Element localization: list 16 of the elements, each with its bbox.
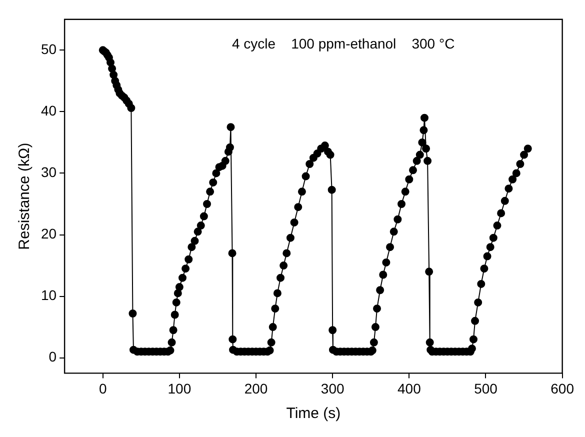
y-tick-label: 10 bbox=[40, 287, 57, 304]
y-tick-label: 30 bbox=[40, 164, 57, 180]
x-tick-label: 600 bbox=[550, 380, 574, 396]
x-tick-label: 500 bbox=[474, 380, 498, 396]
y-tick-label: 20 bbox=[40, 226, 57, 242]
y-tick-label: 40 bbox=[40, 102, 57, 119]
x-axis-title: Time (s) bbox=[286, 405, 341, 422]
y-axis-title: Resistance (kΩ) bbox=[16, 142, 34, 250]
y-tick-label: 0 bbox=[48, 348, 57, 365]
y-tick-label: 50 bbox=[40, 41, 57, 58]
x-tick-label: 400 bbox=[397, 380, 422, 396]
x-tick-label: 300 bbox=[320, 380, 344, 396]
x-tick-label: 200 bbox=[244, 380, 268, 396]
annotation: 4 cycle 100 ppm-ethanol 300 °C bbox=[232, 35, 455, 52]
x-tick-label: 100 bbox=[168, 380, 192, 396]
x-tick-label: 0 bbox=[98, 380, 107, 396]
